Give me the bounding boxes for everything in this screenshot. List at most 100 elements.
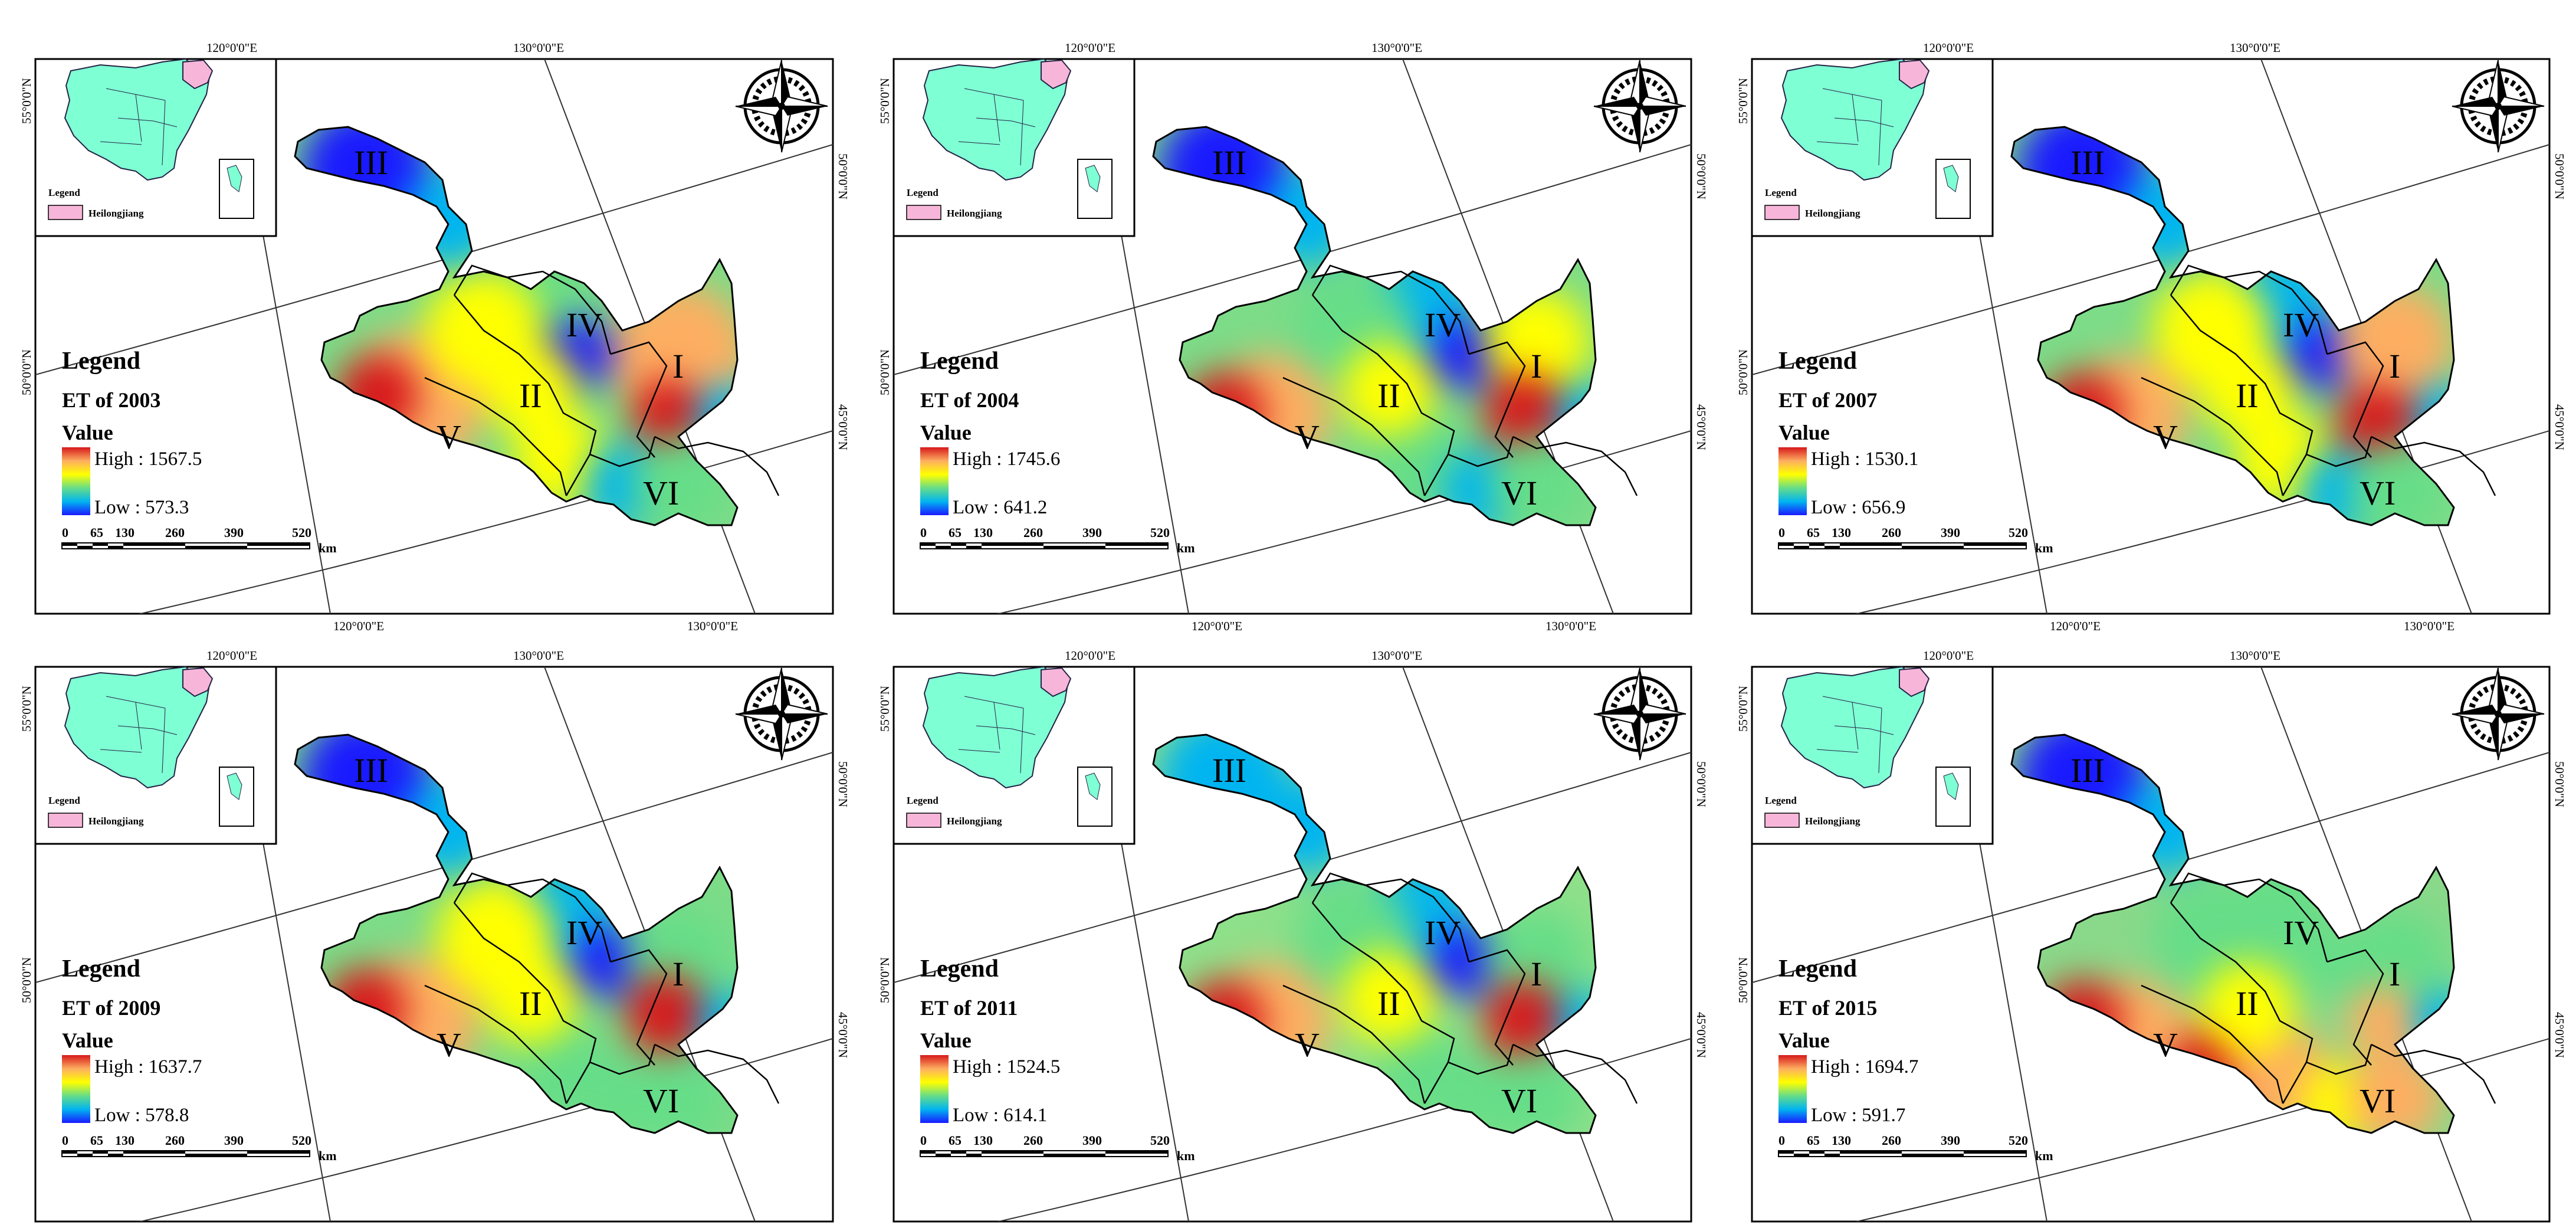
inset-map: Legend Heilongjiang <box>34 58 277 237</box>
lon-label-130-bottom: 130°0'0"E <box>1545 1227 1596 1228</box>
legend: Legend ET of 2007 Value High : 1530.1 Lo… <box>1778 348 1918 518</box>
region-boundaries <box>2141 264 2496 496</box>
heilongjiang-inset <box>1899 667 1930 697</box>
inset-legend-swatch <box>906 813 941 828</box>
lat-label-55-left: 55°0'0"N <box>19 686 34 732</box>
scale-tick-label: 0 <box>1778 1133 1785 1148</box>
region-label-II: II <box>519 984 542 1023</box>
lon-label-130-top: 130°0'0"E <box>1371 649 1422 663</box>
region-label-II: II <box>2236 376 2259 415</box>
heilongjiang-inset <box>182 59 214 90</box>
legend-value-label: Value <box>1778 1029 1830 1052</box>
legend-color-ramp <box>62 1055 90 1123</box>
region-label-II: II <box>519 376 542 415</box>
lat-label-50-right: 50°0'0"N <box>2552 153 2567 199</box>
region-label-VI: VI <box>2360 474 2395 512</box>
lon-label-120-top: 120°0'0"E <box>1923 649 1974 663</box>
region-label-V: V <box>437 418 461 456</box>
lat-label-55-left: 55°0'0"N <box>878 78 892 124</box>
legend-low: Low : 641.2 <box>953 497 1047 518</box>
scale-tick-label: 130 <box>973 525 993 540</box>
north-arrow-icon <box>1593 60 1686 153</box>
legend: Legend ET of 2015 Value High : 1694.7 Lo… <box>1778 955 1918 1126</box>
lon-label-130-bottom: 130°0'0"E <box>2404 619 2454 633</box>
scale-tick-label: 390 <box>224 525 244 540</box>
scale-tick-label: 260 <box>1023 1133 1043 1148</box>
scale-tick-label: 520 <box>2009 525 2028 540</box>
scale-tick-label: 0 <box>920 1133 927 1148</box>
inset-map: Legend Heilongjiang <box>34 666 277 845</box>
inset-legend-swatch <box>1764 813 1800 828</box>
legend-title: Legend <box>920 348 999 375</box>
legend-high: High : 1524.5 <box>953 1056 1060 1078</box>
region-label-IV: IV <box>1425 306 1461 344</box>
scale-tick-label: 390 <box>1941 525 1960 540</box>
et-blob <box>2342 909 2448 1015</box>
et-map-panel-2: I II III IV V VI 120°0'0"E 130°0'0"E 120°0'0"… <box>858 24 1708 633</box>
lat-label-50-right: 50°0'0"N <box>1694 153 1708 199</box>
region-label-V: V <box>2153 1026 2178 1064</box>
legend-value-label: Value <box>920 421 972 444</box>
legend: Legend ET of 2009 Value High : 1637.7 Lo… <box>62 955 202 1126</box>
inset-legend-item: Heilongjiang <box>947 208 1002 219</box>
scale-unit: km <box>2035 541 2053 555</box>
scale-tick-label: 65 <box>949 1133 962 1148</box>
lon-label-130-top: 130°0'0"E <box>2230 649 2280 663</box>
region-label-I: I <box>672 347 684 385</box>
legend-low: Low : 591.7 <box>1811 1105 1905 1126</box>
north-arrow-icon <box>2452 60 2545 153</box>
lon-label-120-top: 120°0'0"E <box>1065 649 1115 663</box>
scale-tick-label: 260 <box>1882 1133 1901 1148</box>
legend-title: Legend <box>62 955 140 983</box>
scale-tick-label: 520 <box>2009 1133 2028 1148</box>
scale-bar: 0 65 130 260 390 520 km <box>920 1133 1195 1163</box>
region-label-I: I <box>1531 955 1542 993</box>
lon-label-130-bottom: 130°0'0"E <box>687 1227 738 1228</box>
region-label-III: III <box>2070 143 2105 182</box>
scale-tick-label: 520 <box>292 525 311 540</box>
et-map-panel-3: I II III IV V VI 120°0'0"E 130°0'0"E 120°0'0"… <box>1717 24 2567 633</box>
inset-legend-swatch <box>48 813 83 828</box>
scale-tick-label: 130 <box>115 1133 134 1148</box>
south-sea-inset <box>1077 767 1113 827</box>
legend-color-ramp <box>1778 1055 1807 1123</box>
lon-label-120-bottom: 120°0'0"E <box>2050 619 2101 633</box>
et-blob <box>484 950 578 1044</box>
legend-value-label: Value <box>1778 421 1830 444</box>
inset-map: Legend Heilongjiang <box>1751 58 1994 237</box>
legend-low: Low : 573.3 <box>94 497 189 518</box>
region-boundaries <box>424 872 780 1104</box>
lat-label-45-right: 45°0'0"N <box>2552 1012 2567 1058</box>
et-blob <box>1342 342 1436 437</box>
region-label-IV: IV <box>2283 306 2319 344</box>
lon-label-120-bottom: 120°0'0"E <box>2050 1227 2101 1228</box>
lat-label-50-right: 50°0'0"N <box>836 153 850 199</box>
scale-bar: 0 65 130 260 390 520 km <box>920 525 1195 555</box>
lat-label-50-right: 50°0'0"N <box>836 761 850 807</box>
scale-tick-label: 390 <box>1082 1133 1102 1148</box>
inset-legend-swatch <box>906 205 941 220</box>
region-label-V: V <box>437 1026 461 1064</box>
scale-tick-label: 520 <box>1150 525 1170 540</box>
north-arrow-icon <box>2452 667 2545 761</box>
lat-label-55-left: 55°0'0"N <box>878 686 892 732</box>
legend-low: Low : 656.9 <box>1811 497 1905 518</box>
et-blob <box>572 926 643 997</box>
lon-label-130-top: 130°0'0"E <box>513 41 564 55</box>
lat-label-50-left: 50°0'0"N <box>1736 349 1750 395</box>
legend-high: High : 1637.7 <box>94 1056 202 1078</box>
lon-label-130-top: 130°0'0"E <box>1371 41 1422 55</box>
lon-label-120-bottom: 120°0'0"E <box>1192 619 1242 633</box>
legend-color-ramp <box>920 447 949 515</box>
lat-label-50-left: 50°0'0"N <box>878 957 892 1003</box>
region-label-I: I <box>672 955 684 993</box>
legend-title: Legend <box>920 955 999 983</box>
scale-tick-label: 260 <box>1882 525 1901 540</box>
south-sea-inset <box>1077 159 1113 219</box>
heilongjiang-inset <box>1899 59 1930 90</box>
inset-legend-title: Legend <box>1765 187 1797 198</box>
